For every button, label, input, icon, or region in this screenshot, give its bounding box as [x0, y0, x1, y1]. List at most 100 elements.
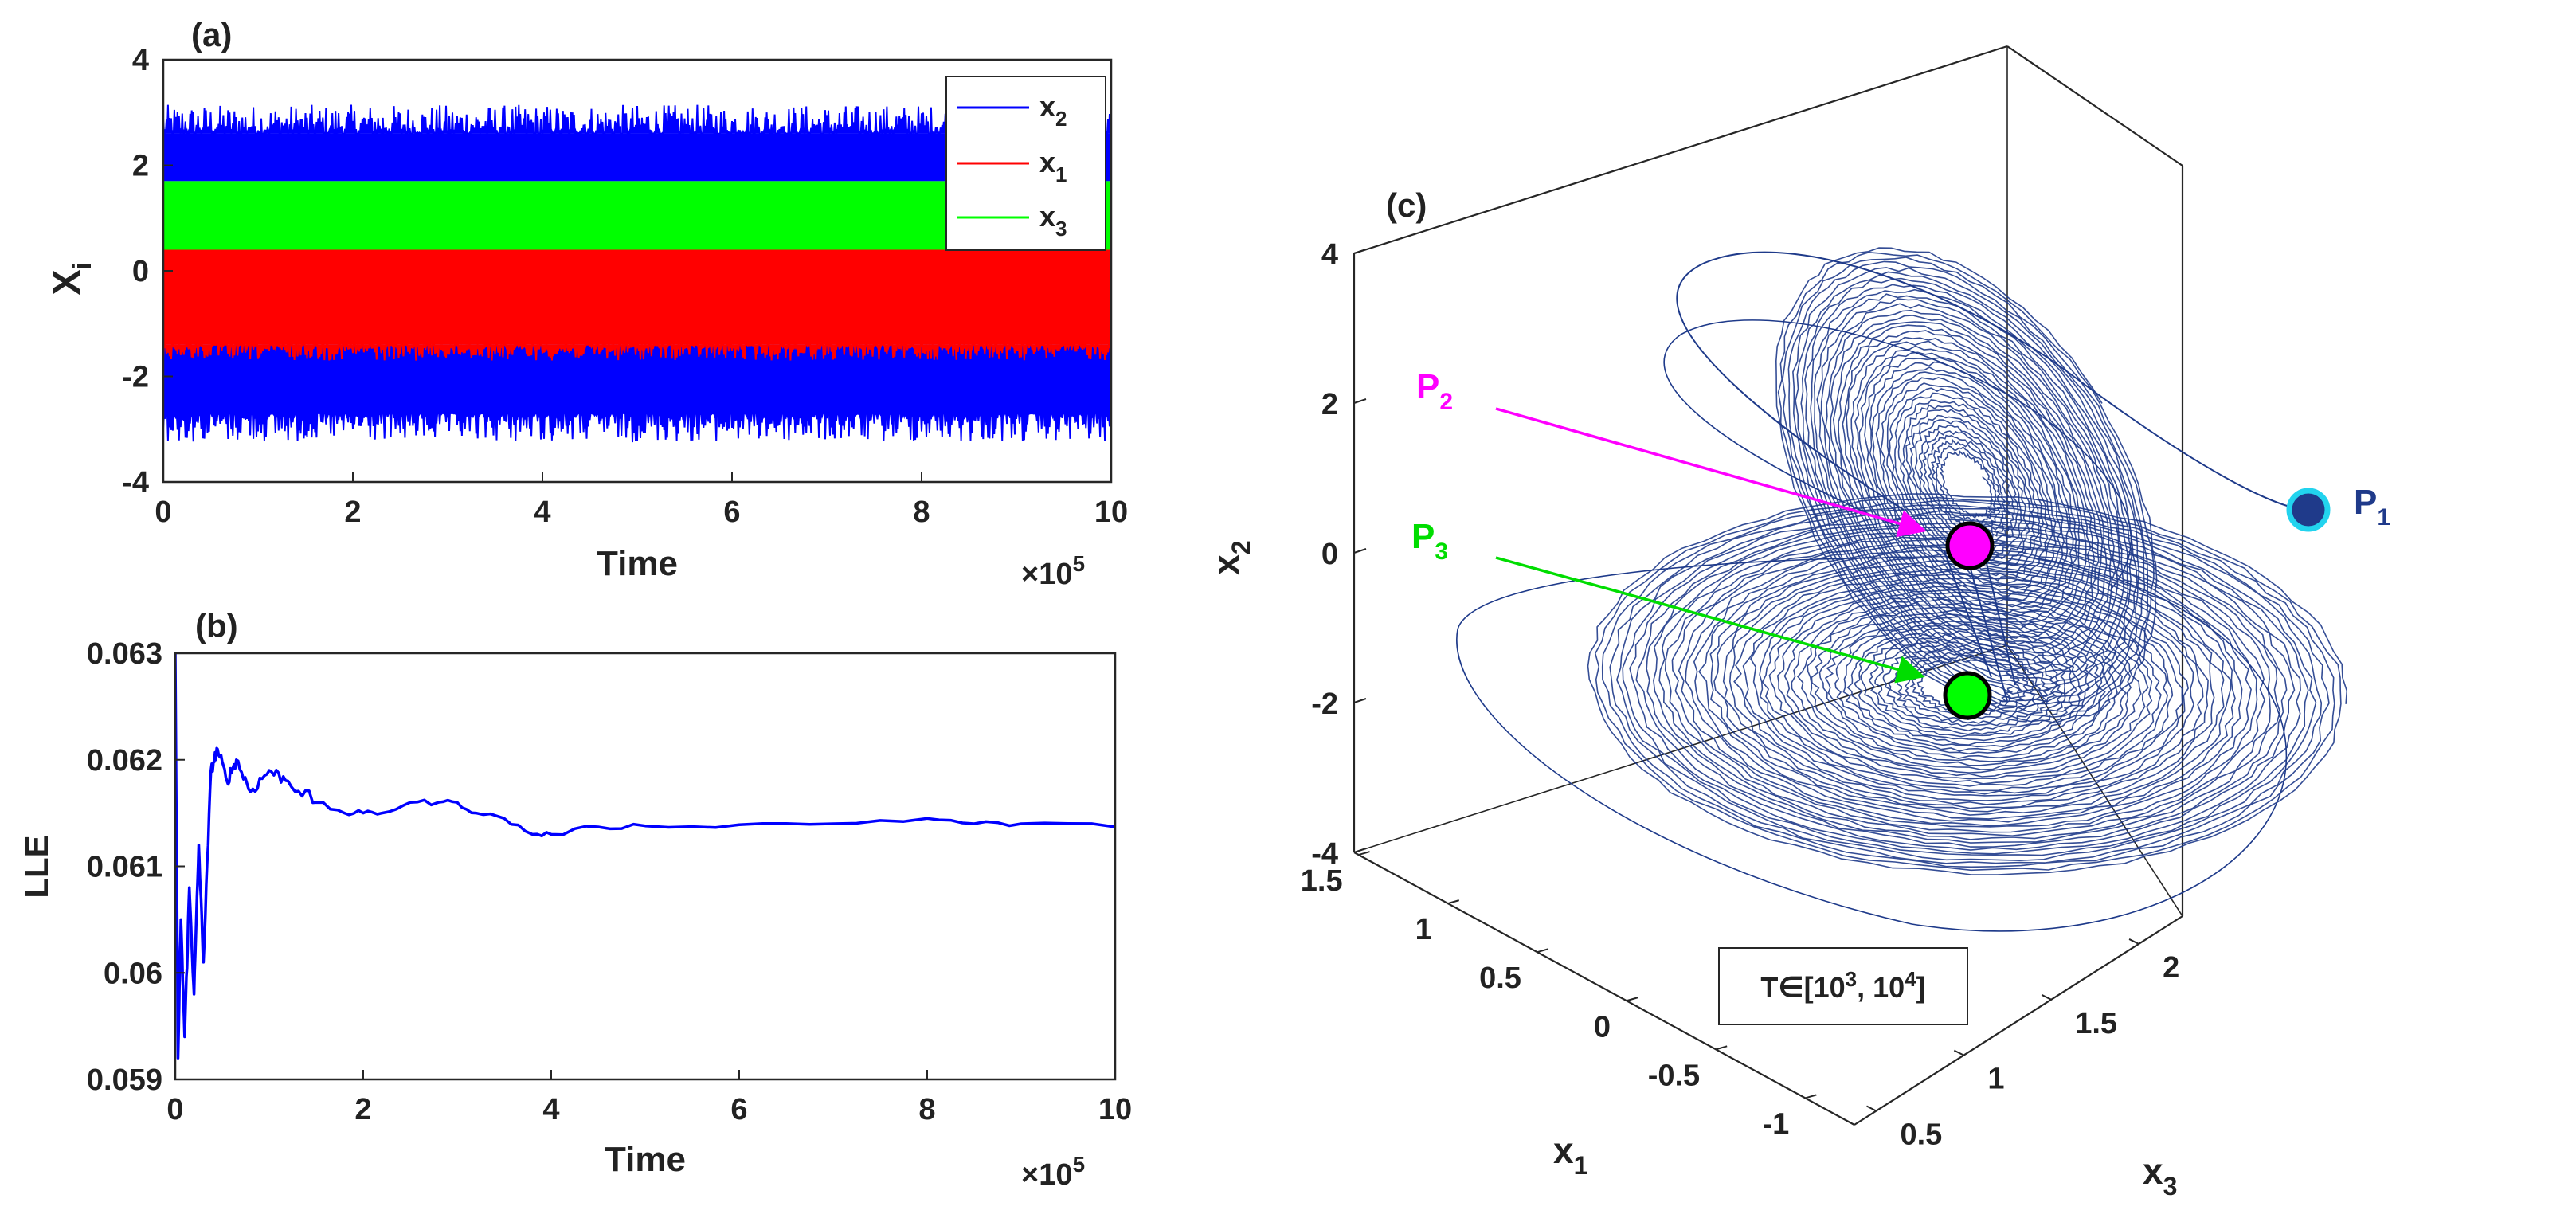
- annotation-box: [1718, 947, 1968, 1025]
- legend-x1-main: x: [1039, 146, 1055, 178]
- a-xtick-label: 6: [723, 495, 740, 529]
- c-x1tick-mark: [1358, 851, 1370, 856]
- panel-a-xlabel: Time: [597, 544, 678, 583]
- attractor-trajectory-to-p1: [1676, 251, 2309, 511]
- panel-b-axes-box: [174, 652, 1117, 1081]
- legend-label-x3: x3: [1039, 200, 1067, 241]
- legend-label-x2: x2: [1039, 90, 1067, 131]
- point-p3: [1943, 671, 1992, 720]
- panel-b-exponent-power: 5: [1072, 1152, 1085, 1177]
- panel-a-ylabel-main: X: [46, 269, 88, 295]
- panel-b-exponent: ×105: [1021, 1152, 1085, 1192]
- x1-noise: [163, 341, 1111, 361]
- point-p2: [1945, 521, 1995, 570]
- label-p3-main: P: [1411, 517, 1435, 556]
- x2-lower-noise: [163, 410, 1111, 443]
- x1label-main: x: [1553, 1130, 1574, 1171]
- b-ytick-label: 0.06: [104, 957, 162, 990]
- c-x3tick-label: 1: [1987, 1063, 2004, 1096]
- legend-x3-sub: 3: [1055, 217, 1067, 241]
- panel-b-label: (b): [195, 607, 238, 644]
- a-xtick-label: 8: [913, 495, 930, 529]
- annotation-text: T∈[103, 104]: [1760, 967, 1925, 1004]
- label-p1-main: P: [2354, 483, 2377, 522]
- a-ytick-label: -4: [122, 466, 149, 499]
- lle-line: [175, 653, 1115, 1060]
- panel-b-ticks: 0 2 4 6 8 10 0.059 0.06 0.061 0.062 0.063: [87, 637, 1132, 1126]
- attractor-upper-scroll: [1775, 247, 2158, 724]
- c-x1tick-label: 0.5: [1479, 962, 1521, 995]
- label-p2-main: P: [1416, 367, 1439, 406]
- a-ytick-label: 2: [132, 150, 149, 183]
- c-x1tick-label: 1.5: [1301, 864, 1343, 898]
- c-x1tick-mark: [1447, 899, 1460, 905]
- box-edge-bottom-front-right: [1854, 915, 2183, 1126]
- panel-b-traces: [175, 653, 1115, 1060]
- c-ztick-mark: [1353, 698, 1367, 703]
- b-xtick-label: 0: [166, 1093, 183, 1126]
- panel-c-label: (c): [1386, 186, 1427, 224]
- b-xtick-label: 10: [1098, 1093, 1132, 1126]
- c-ztick-mark: [1353, 548, 1367, 554]
- x3label-main: x: [2143, 1150, 2163, 1192]
- a-ytick-label: 4: [132, 44, 149, 77]
- legend-x3-main: x: [1039, 200, 1055, 233]
- panel-a-exponent-base: ×10: [1021, 558, 1072, 591]
- b-xtick-label: 8: [918, 1093, 935, 1126]
- c-x1tick-mark: [1537, 948, 1549, 954]
- panel-a-label: (a): [191, 16, 232, 53]
- annotation-suffix: ]: [1916, 971, 1926, 1004]
- zlabel-main: x: [1205, 554, 1247, 575]
- a-ytick-label: 0: [132, 255, 149, 288]
- panel-c-x1label: x1: [1553, 1130, 1587, 1180]
- label-p1-sub: 1: [2377, 504, 2390, 531]
- panel-b-xlabel: Time: [605, 1140, 686, 1179]
- panel-c-x3label: x3: [2143, 1150, 2177, 1201]
- c-ztick-label: -2: [1311, 687, 1338, 721]
- x3label-sub: 3: [2163, 1172, 2178, 1201]
- c-x1tick-mark: [1805, 1094, 1817, 1099]
- c-x1tick-mark: [1626, 997, 1638, 1002]
- point-p1: [2286, 488, 2331, 532]
- b-xtick-label: 2: [354, 1093, 371, 1126]
- c-x3tick-mark: [2128, 938, 2139, 945]
- c-x3tick-label: 0.5: [1900, 1118, 1942, 1152]
- b-ytick-label: 0.062: [87, 744, 162, 778]
- attractor-lower-scroll: [1587, 493, 2348, 875]
- c-x1tick-mark: [1715, 1045, 1728, 1051]
- c-x1tick-label: -1: [1763, 1107, 1790, 1141]
- panel-c-ticks: 420-2-41.510.50-0.5-1 0.511.52: [1301, 238, 2179, 1152]
- c-ztick-label: 4: [1321, 238, 1338, 272]
- attractor-outer-loop: [1663, 319, 2132, 590]
- panel-b-ylabel: LLE: [18, 835, 55, 898]
- c-x3tick-label: 2: [2163, 951, 2179, 985]
- annotation-mid: , 10: [1857, 971, 1905, 1004]
- c-ztick-label: 0: [1321, 538, 1338, 571]
- c-x1tick-label: -0.5: [1648, 1059, 1700, 1092]
- a-xtick-label: 4: [534, 495, 550, 529]
- legend-x1-sub: 1: [1055, 163, 1067, 186]
- c-x3tick-mark: [2041, 993, 2052, 1001]
- b-xtick-label: 4: [542, 1093, 559, 1126]
- c-ztick-label: -4: [1311, 837, 1338, 871]
- c-ztick-mark: [1353, 249, 1367, 254]
- c-x3tick-mark: [1953, 1049, 1964, 1056]
- c-x1tick-label: 0: [1594, 1010, 1611, 1044]
- c-x1tick-label: 1: [1415, 913, 1432, 946]
- annotation-prefix: T∈[10: [1760, 971, 1845, 1004]
- panel-a-ticks: 0 2 4 6 8 10 -4 -2 0 2 4: [122, 44, 1128, 529]
- panel-b: (b) 0 2 4 6 8 10 0.059 0.06 0.061 0.062 0.063 Time…: [18, 607, 1132, 1192]
- panel-c-annotation: T∈[103, 104]: [1718, 947, 1968, 1025]
- panel-c: (c) 420-2-41.510.50-0.5-1 0.511.52 x2 x1 …: [1205, 45, 2390, 1201]
- panel-a-exponent-power: 5: [1072, 551, 1085, 576]
- legend-x2-main: x: [1039, 90, 1055, 123]
- b-ytick-label: 0.063: [87, 637, 162, 671]
- c-ztick-label: 2: [1321, 388, 1338, 421]
- panel-c-zlabel: x2: [1205, 540, 1255, 574]
- label-p1: P1: [2354, 483, 2390, 531]
- arrow-p3: [1495, 556, 1925, 684]
- panel-a-legend: x2 x1 x3: [945, 76, 1106, 251]
- legend-x2-sub: 2: [1055, 107, 1067, 131]
- a-xtick-label: 0: [155, 495, 171, 529]
- annotation-exp2: 4: [1905, 967, 1916, 991]
